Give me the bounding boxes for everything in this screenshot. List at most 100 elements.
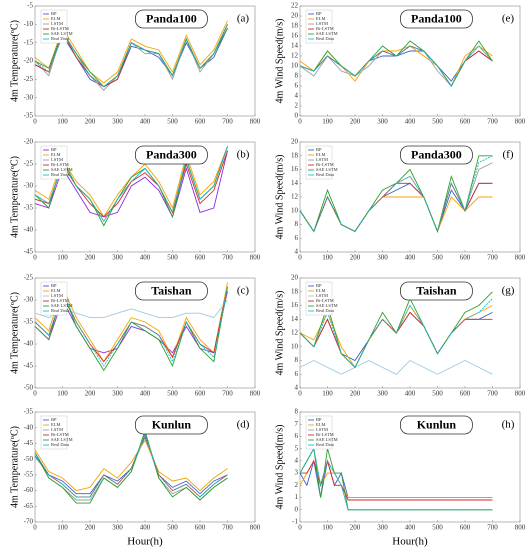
x-tick-label: 0 [298, 254, 302, 262]
x-tick-label: 300 [377, 390, 388, 398]
legend-label: SAE LSTM [51, 303, 73, 308]
legend-label: Real Data [316, 442, 334, 447]
legend-label: Bi-LSTM [51, 162, 69, 167]
x-tick-label: 600 [460, 254, 471, 262]
y-tick-label: -40 [24, 340, 34, 348]
station-label: Taishan [416, 283, 457, 297]
y-tick-label: 16 [291, 32, 299, 40]
legend-box [40, 281, 68, 316]
series-line [34, 439, 228, 492]
x-tick-label: 300 [112, 524, 123, 532]
station-box [134, 415, 208, 435]
x-tick-label: 0 [33, 390, 37, 398]
y-tick-label: 4 [295, 92, 299, 100]
panel-label: (a) [237, 13, 250, 25]
y-tick-label: -15 [24, 38, 34, 46]
y-tick-label: -65 [24, 502, 34, 510]
x-tick-label: 400 [140, 254, 151, 262]
series-line [299, 155, 493, 233]
y-tick-label: -30 [24, 93, 34, 101]
y-tick-label: -35 [24, 204, 34, 212]
y-tick-label: 8 [295, 408, 299, 416]
station-box [134, 145, 208, 165]
x-tick-label: 400 [405, 118, 416, 126]
legend-label: Bi-LSTM [51, 26, 69, 31]
x-tick-label: 0 [33, 254, 37, 262]
legend-label: Bi-LSTM [51, 298, 69, 303]
x-tick-label: 700 [487, 254, 498, 262]
y-tick-label: 12 [291, 52, 299, 60]
legend-box [305, 9, 333, 44]
y-tick-label: -40 [24, 423, 34, 431]
x-tick-label: 300 [112, 390, 123, 398]
y-tick-label: 12 [291, 329, 299, 337]
y-axis-label: 4m Wind Speed(m/s) [274, 19, 285, 104]
x-tick-label: 0 [298, 390, 302, 398]
x-tick-label: 800 [250, 254, 261, 262]
legend-label: BP [316, 283, 322, 288]
x-tick-label: 200 [85, 118, 96, 126]
legend-label: BP [316, 147, 322, 152]
series-line [34, 429, 228, 504]
y-tick-label: 6 [295, 82, 299, 90]
y-tick-label: 4 [295, 248, 299, 256]
y-tick-label: -25 [24, 75, 34, 83]
x-tick-label: 100 [322, 390, 333, 398]
series-line [299, 447, 493, 511]
x-tick-label: 100 [57, 118, 68, 126]
x-tick-label: 700 [222, 524, 233, 532]
legend-label: Bi-LSTM [316, 26, 334, 31]
legend-label: ELM [316, 152, 326, 157]
y-axis-label: 4m Temperature(ºC) [9, 20, 20, 102]
x-tick-label: 100 [322, 118, 333, 126]
x-tick-label: 300 [377, 254, 388, 262]
legend-label: SAE LSTM [51, 31, 73, 36]
y-tick-label: 0 [295, 112, 299, 120]
legend-label: ELM [316, 422, 326, 427]
station-label: Kunlun [417, 417, 457, 431]
y-tick-label: 8 [295, 220, 299, 228]
x-tick-label: 0 [298, 524, 302, 532]
legend-box [305, 145, 333, 180]
x-tick-label: 600 [460, 524, 471, 532]
legend-label: ELM [51, 152, 61, 157]
y-tick-label: 7 [295, 420, 299, 428]
x-tick-label: 400 [140, 390, 151, 398]
legend-label: Real Data [51, 308, 69, 313]
station-box [399, 415, 473, 435]
x-tick-label: 300 [377, 524, 388, 532]
series-line [34, 432, 228, 498]
y-tick-label: -25 [24, 160, 34, 168]
y-tick-label: -20 [24, 138, 34, 146]
x-tick-label: 600 [195, 118, 206, 126]
legend-box [40, 145, 68, 180]
x-axis-label: Hour(h) [127, 536, 163, 548]
legend-label: LSTM [316, 21, 328, 26]
legend-label: ELM [51, 16, 61, 21]
y-tick-label: -35 [24, 112, 34, 120]
x-tick-label: 400 [405, 390, 416, 398]
x-tick-label: 200 [85, 524, 96, 532]
y-tick-label: 10 [291, 206, 299, 214]
y-tick-label: -45 [24, 248, 34, 256]
x-tick-label: 600 [460, 390, 471, 398]
y-tick-label: 3 [295, 469, 299, 477]
x-tick-label: 800 [250, 524, 261, 532]
x-tick-label: 800 [515, 254, 526, 262]
x-tick-label: 800 [515, 390, 526, 398]
y-tick-label: 2 [295, 102, 299, 110]
x-tick-label: 800 [515, 524, 526, 532]
panel-label: (g) [502, 285, 515, 297]
y-tick-label: -70 [24, 518, 34, 526]
x-tick-label: 300 [112, 254, 123, 262]
x-tick-label: 0 [298, 118, 302, 126]
y-axis-label: 4m Wind Speed(m/s) [274, 291, 285, 376]
legend-box [305, 415, 333, 450]
station-label: Panda100 [411, 11, 462, 25]
x-tick-label: 800 [515, 118, 526, 126]
x-tick-label: 700 [222, 118, 233, 126]
y-tick-label: 12 [291, 193, 299, 201]
legend-label: LSTM [316, 427, 328, 432]
station-label: Panda300 [411, 147, 462, 161]
y-tick-label: 14 [291, 315, 299, 323]
